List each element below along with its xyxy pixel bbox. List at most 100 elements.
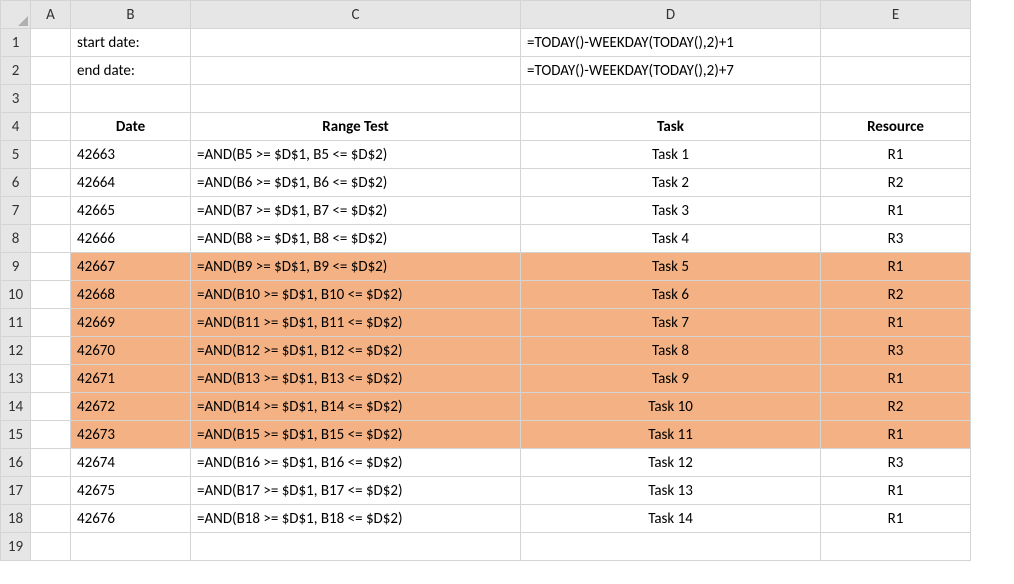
cell-D13[interactable]: Task 9 <box>521 365 821 393</box>
cell-C17[interactable]: =AND(B17 >= $D$1, B17 <= $D$2) <box>191 477 521 505</box>
cell-C12[interactable]: =AND(B12 >= $D$1, B12 <= $D$2) <box>191 337 521 365</box>
cell-C8[interactable]: =AND(B8 >= $D$1, B8 <= $D$2) <box>191 225 521 253</box>
cell-E11[interactable]: R1 <box>821 309 971 337</box>
cell-E4[interactable]: Resource <box>821 113 971 141</box>
cell-D15[interactable]: Task 11 <box>521 421 821 449</box>
cell-D16[interactable]: Task 12 <box>521 449 821 477</box>
cell-D4[interactable]: Task <box>521 113 821 141</box>
cell-E2[interactable] <box>821 57 971 85</box>
cell-D2[interactable]: =TODAY()-WEEKDAY(TODAY(),2)+7 <box>521 57 821 85</box>
cell-A19[interactable] <box>31 533 71 561</box>
cell-E18[interactable]: R1 <box>821 505 971 533</box>
cell-E9[interactable]: R1 <box>821 253 971 281</box>
cell-E10[interactable]: R2 <box>821 281 971 309</box>
cell-A10[interactable] <box>31 281 71 309</box>
cell-B7[interactable]: 42665 <box>71 197 191 225</box>
row-header[interactable]: 5 <box>1 141 31 169</box>
cell-A8[interactable] <box>31 225 71 253</box>
cell-D19[interactable] <box>521 533 821 561</box>
cell-E15[interactable]: R1 <box>821 421 971 449</box>
cell-C13[interactable]: =AND(B13 >= $D$1, B13 <= $D$2) <box>191 365 521 393</box>
cell-A15[interactable] <box>31 421 71 449</box>
row-header[interactable]: 10 <box>1 281 31 309</box>
cell-D7[interactable]: Task 3 <box>521 197 821 225</box>
cell-C2[interactable] <box>191 57 521 85</box>
cell-A2[interactable] <box>31 57 71 85</box>
cell-C4[interactable]: Range Test <box>191 113 521 141</box>
cell-A17[interactable] <box>31 477 71 505</box>
cell-E16[interactable]: R3 <box>821 449 971 477</box>
column-header-D[interactable]: D <box>521 1 821 29</box>
cell-B8[interactable]: 42666 <box>71 225 191 253</box>
cell-B18[interactable]: 42676 <box>71 505 191 533</box>
column-header-B[interactable]: B <box>71 1 191 29</box>
cell-D10[interactable]: Task 6 <box>521 281 821 309</box>
cell-E5[interactable]: R1 <box>821 141 971 169</box>
cell-A9[interactable] <box>31 253 71 281</box>
cell-C7[interactable]: =AND(B7 >= $D$1, B7 <= $D$2) <box>191 197 521 225</box>
column-header-C[interactable]: C <box>191 1 521 29</box>
cell-B10[interactable]: 42668 <box>71 281 191 309</box>
cell-D14[interactable]: Task 10 <box>521 393 821 421</box>
cell-A13[interactable] <box>31 365 71 393</box>
cell-A11[interactable] <box>31 309 71 337</box>
row-header[interactable]: 4 <box>1 113 31 141</box>
cell-A4[interactable] <box>31 113 71 141</box>
cell-C1[interactable] <box>191 29 521 57</box>
row-header[interactable]: 19 <box>1 533 31 561</box>
row-header[interactable]: 8 <box>1 225 31 253</box>
row-header[interactable]: 3 <box>1 85 31 113</box>
cell-E17[interactable]: R1 <box>821 477 971 505</box>
column-header-E[interactable]: E <box>821 1 971 29</box>
cell-C16[interactable]: =AND(B16 >= $D$1, B16 <= $D$2) <box>191 449 521 477</box>
cell-C5[interactable]: =AND(B5 >= $D$1, B5 <= $D$2) <box>191 141 521 169</box>
cell-C18[interactable]: =AND(B18 >= $D$1, B18 <= $D$2) <box>191 505 521 533</box>
row-header[interactable]: 2 <box>1 57 31 85</box>
cell-B6[interactable]: 42664 <box>71 169 191 197</box>
cell-D6[interactable]: Task 2 <box>521 169 821 197</box>
cell-C15[interactable]: =AND(B15 >= $D$1, B15 <= $D$2) <box>191 421 521 449</box>
cell-E13[interactable]: R1 <box>821 365 971 393</box>
cell-C3[interactable] <box>191 85 521 113</box>
cell-B17[interactable]: 42675 <box>71 477 191 505</box>
cell-A14[interactable] <box>31 393 71 421</box>
row-header[interactable]: 1 <box>1 29 31 57</box>
cell-B9[interactable]: 42667 <box>71 253 191 281</box>
row-header[interactable]: 15 <box>1 421 31 449</box>
row-header[interactable]: 18 <box>1 505 31 533</box>
row-header[interactable]: 6 <box>1 169 31 197</box>
row-header[interactable]: 11 <box>1 309 31 337</box>
column-header-A[interactable]: A <box>31 1 71 29</box>
select-all-corner[interactable] <box>1 1 31 29</box>
cell-A3[interactable] <box>31 85 71 113</box>
cell-E19[interactable] <box>821 533 971 561</box>
cell-A12[interactable] <box>31 337 71 365</box>
cell-A18[interactable] <box>31 505 71 533</box>
row-header[interactable]: 12 <box>1 337 31 365</box>
cell-B1[interactable]: start date: <box>71 29 191 57</box>
cell-D11[interactable]: Task 7 <box>521 309 821 337</box>
cell-A7[interactable] <box>31 197 71 225</box>
cell-E12[interactable]: R3 <box>821 337 971 365</box>
cell-A6[interactable] <box>31 169 71 197</box>
cell-B13[interactable]: 42671 <box>71 365 191 393</box>
cell-D8[interactable]: Task 4 <box>521 225 821 253</box>
cell-B4[interactable]: Date <box>71 113 191 141</box>
cell-D12[interactable]: Task 8 <box>521 337 821 365</box>
cell-B12[interactable]: 42670 <box>71 337 191 365</box>
cell-A1[interactable] <box>31 29 71 57</box>
cell-D17[interactable]: Task 13 <box>521 477 821 505</box>
cell-D9[interactable]: Task 5 <box>521 253 821 281</box>
cell-C6[interactable]: =AND(B6 >= $D$1, B6 <= $D$2) <box>191 169 521 197</box>
cell-E6[interactable]: R2 <box>821 169 971 197</box>
row-header[interactable]: 7 <box>1 197 31 225</box>
cell-D18[interactable]: Task 14 <box>521 505 821 533</box>
cell-A5[interactable] <box>31 141 71 169</box>
row-header[interactable]: 14 <box>1 393 31 421</box>
cell-E1[interactable] <box>821 29 971 57</box>
cell-C19[interactable] <box>191 533 521 561</box>
cell-C11[interactable]: =AND(B11 >= $D$1, B11 <= $D$2) <box>191 309 521 337</box>
row-header[interactable]: 13 <box>1 365 31 393</box>
cell-B11[interactable]: 42669 <box>71 309 191 337</box>
cell-A16[interactable] <box>31 449 71 477</box>
